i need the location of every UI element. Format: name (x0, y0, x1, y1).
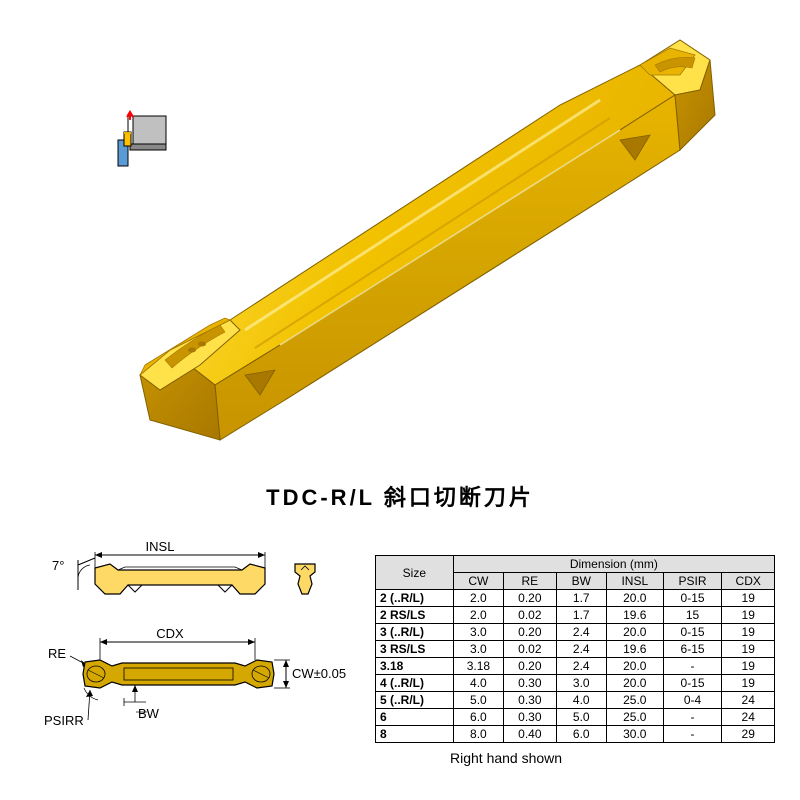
cell-re: 0.02 (504, 641, 557, 658)
cell-insl: 20.0 (606, 675, 663, 692)
cell-cdx: 19 (722, 641, 775, 658)
cell-insl: 20.0 (606, 658, 663, 675)
cell-bw: 6.0 (556, 726, 606, 743)
table-column-header: CW (453, 573, 503, 590)
cell-psir: 0-15 (663, 675, 722, 692)
application-diagram-icon (110, 110, 170, 170)
table-row: 4 (..R/L)4.00.303.020.00-1519 (376, 675, 775, 692)
table-row: 3 (..R/L)3.00.202.420.00-1519 (376, 624, 775, 641)
table-column-header: RE (504, 573, 557, 590)
cell-cw: 3.0 (453, 641, 503, 658)
cell-re: 0.30 (504, 692, 557, 709)
cell-cdx: 29 (722, 726, 775, 743)
cell-insl: 20.0 (606, 624, 663, 641)
right-hand-note: Right hand shown (450, 750, 562, 766)
cell-cdx: 19 (722, 590, 775, 607)
svg-text:CDX: CDX (156, 626, 184, 641)
cell-psir: 0-15 (663, 624, 722, 641)
cell-cdx: 19 (722, 624, 775, 641)
cell-re: 0.20 (504, 658, 557, 675)
table-column-header: INSL (606, 573, 663, 590)
table-row: 3.183.180.202.420.0-19 (376, 658, 775, 675)
cell-size: 4 (..R/L) (376, 675, 454, 692)
cell-bw: 5.0 (556, 709, 606, 726)
cell-size: 3 (..R/L) (376, 624, 454, 641)
cell-cw: 3.0 (453, 624, 503, 641)
cell-bw: 4.0 (556, 692, 606, 709)
cell-cw: 3.18 (453, 658, 503, 675)
cell-insl: 20.0 (606, 590, 663, 607)
svg-text:CW±0.05: CW±0.05 (292, 666, 346, 681)
cell-size: 2 RS/LS (376, 607, 454, 624)
cell-size: 8 (376, 726, 454, 743)
table-row: 3 RS/LS3.00.022.419.66-1519 (376, 641, 775, 658)
cell-re: 0.40 (504, 726, 557, 743)
cell-size: 5 (..R/L) (376, 692, 454, 709)
svg-text:RE: RE (48, 646, 66, 661)
cell-size: 3.18 (376, 658, 454, 675)
table-header-group: Dimension (mm) (453, 556, 774, 573)
cell-cdx: 19 (722, 675, 775, 692)
cell-insl: 30.0 (606, 726, 663, 743)
cell-cdx: 24 (722, 692, 775, 709)
table-row: 5 (..R/L)5.00.304.025.00-424 (376, 692, 775, 709)
svg-text:INSL: INSL (146, 540, 175, 554)
cell-cdx: 24 (722, 709, 775, 726)
table-column-header: BW (556, 573, 606, 590)
table-column-header: CDX (722, 573, 775, 590)
cell-cw: 8.0 (453, 726, 503, 743)
svg-text:PSIRR: PSIRR (44, 713, 84, 728)
table-row: 2 RS/LS2.00.021.719.61519 (376, 607, 775, 624)
cell-re: 0.30 (504, 709, 557, 726)
svg-text:7°: 7° (52, 558, 64, 573)
svg-text:BW: BW (138, 706, 160, 721)
technical-drawing: 7° INSL CDX (40, 540, 360, 760)
cell-re: 0.20 (504, 624, 557, 641)
cell-cw: 6.0 (453, 709, 503, 726)
cell-psir: - (663, 726, 722, 743)
cell-cdx: 19 (722, 607, 775, 624)
table-column-header: PSIR (663, 573, 722, 590)
cell-bw: 1.7 (556, 607, 606, 624)
cell-re: 0.20 (504, 590, 557, 607)
product-title: TDC-R/L 斜口切断刀片 (0, 480, 800, 512)
table-row: 66.00.305.025.0-24 (376, 709, 775, 726)
cell-bw: 1.7 (556, 590, 606, 607)
cell-insl: 19.6 (606, 607, 663, 624)
cell-psir: - (663, 658, 722, 675)
cell-cdx: 19 (722, 658, 775, 675)
cell-re: 0.02 (504, 607, 557, 624)
cell-re: 0.30 (504, 675, 557, 692)
cell-bw: 2.4 (556, 624, 606, 641)
cell-cw: 2.0 (453, 607, 503, 624)
cell-psir: 15 (663, 607, 722, 624)
cell-bw: 2.4 (556, 658, 606, 675)
cell-psir: 0-4 (663, 692, 722, 709)
cell-cw: 4.0 (453, 675, 503, 692)
cell-insl: 19.6 (606, 641, 663, 658)
table-row: 88.00.406.030.0-29 (376, 726, 775, 743)
cell-insl: 25.0 (606, 692, 663, 709)
cell-size: 2 (..R/L) (376, 590, 454, 607)
cell-cw: 2.0 (453, 590, 503, 607)
insert-3d-render (80, 20, 720, 460)
table-header-size: Size (376, 556, 454, 590)
cell-bw: 2.4 (556, 641, 606, 658)
cell-insl: 25.0 (606, 709, 663, 726)
cell-size: 3 RS/LS (376, 641, 454, 658)
cell-size: 6 (376, 709, 454, 726)
table-row: 2 (..R/L)2.00.201.720.00-1519 (376, 590, 775, 607)
cell-bw: 3.0 (556, 675, 606, 692)
dimension-table: Size Dimension (mm) CWREBWINSLPSIRCDX 2 … (375, 555, 775, 743)
cell-psir: - (663, 709, 722, 726)
cell-psir: 6-15 (663, 641, 722, 658)
cell-psir: 0-15 (663, 590, 722, 607)
cell-cw: 5.0 (453, 692, 503, 709)
